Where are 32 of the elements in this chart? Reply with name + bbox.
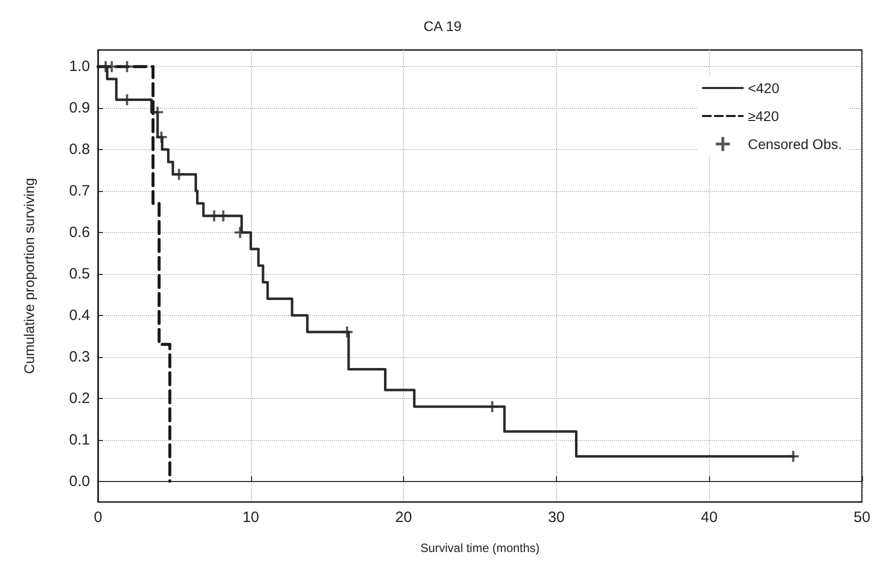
x-tick-label: 50 xyxy=(854,509,870,526)
y-tick-label: 1.0 xyxy=(69,58,90,76)
y-tick-label: 0.8 xyxy=(69,141,90,158)
x-axis-title: Survival time (months) xyxy=(420,541,540,555)
point xyxy=(173,168,184,180)
y-tick-label: 0.0 xyxy=(69,472,90,490)
legend-label: ≥420 xyxy=(748,108,780,124)
x-tick-label: 40 xyxy=(700,509,718,526)
point xyxy=(156,132,167,143)
legend-label: Censored Obs. xyxy=(748,136,842,152)
y-tick-label: 0.2 xyxy=(69,390,90,407)
point xyxy=(342,326,353,338)
x-tick-label: 10 xyxy=(242,509,260,526)
x-tick-label: 20 xyxy=(395,509,412,526)
x-tick-label: 0 xyxy=(94,509,102,526)
point xyxy=(486,401,498,412)
y-tick-label: 0.5 xyxy=(69,265,90,282)
y-axis-title: Cumulative proportion surviving xyxy=(21,178,37,374)
chart-title: CA 19 xyxy=(423,18,462,34)
point xyxy=(218,210,229,222)
point xyxy=(152,106,164,118)
y-tick-label: 0.9 xyxy=(69,100,90,117)
y-tick-label: 0.7 xyxy=(69,182,90,200)
y-tick-label: 0.4 xyxy=(69,306,90,324)
legend-label: <420 xyxy=(748,80,780,96)
point xyxy=(788,450,799,462)
point xyxy=(122,61,133,72)
y-tick-label: 0.6 xyxy=(69,224,90,241)
y-tick-label: 0.3 xyxy=(69,348,90,366)
point xyxy=(234,226,246,238)
x-tick-label: 30 xyxy=(548,509,565,526)
y-tick-label: 0.1 xyxy=(69,431,90,448)
